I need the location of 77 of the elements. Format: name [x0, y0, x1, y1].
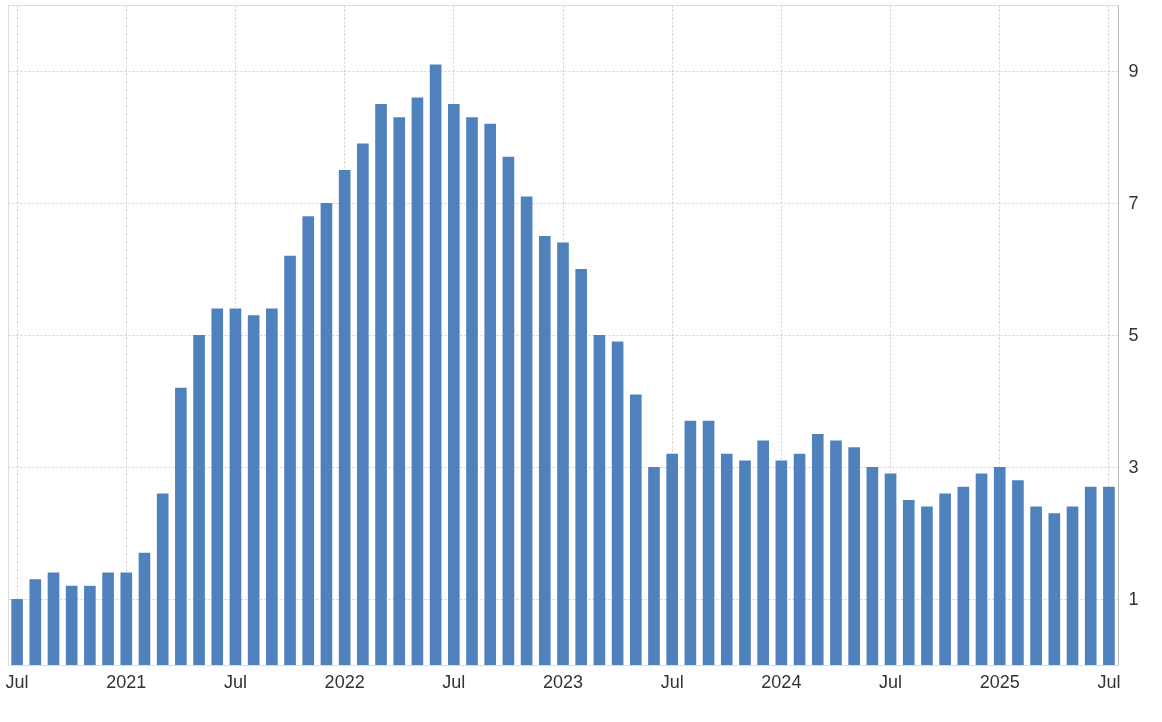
bar [156, 493, 169, 665]
bar [575, 269, 588, 665]
bar [538, 236, 551, 665]
bar [11, 599, 23, 665]
y-tick-label: 7 [1128, 192, 1139, 213]
bar [266, 308, 278, 665]
bar [593, 335, 606, 665]
bar [65, 585, 78, 665]
bar [102, 572, 114, 665]
bar [484, 123, 497, 665]
bar [320, 203, 333, 665]
bar [411, 97, 424, 665]
bar [175, 387, 187, 665]
y-tick-label: 5 [1128, 324, 1139, 345]
bar [629, 394, 642, 665]
bar [47, 572, 60, 665]
x-tick-label: Jul [879, 671, 903, 692]
bar [29, 579, 42, 665]
bar [975, 473, 988, 665]
bar [993, 467, 1006, 665]
bar [429, 64, 442, 665]
bar [939, 493, 951, 665]
x-tick-label: 2024 [761, 671, 802, 692]
x-tick-label: 2021 [106, 671, 147, 692]
bar [466, 117, 478, 665]
bar [284, 255, 296, 665]
bar [557, 242, 569, 665]
bar [338, 170, 351, 665]
bar [848, 447, 860, 665]
bar [84, 585, 96, 665]
bar [611, 341, 624, 665]
bar [1084, 486, 1097, 665]
bar [757, 440, 769, 665]
x-tick-label: 2025 [979, 671, 1020, 692]
bar [138, 552, 151, 665]
bar [1012, 480, 1024, 665]
bar [120, 572, 133, 665]
bar [884, 473, 897, 665]
x-tick-label: Jul [442, 671, 466, 692]
bar [520, 196, 533, 665]
bar [302, 216, 315, 665]
bar [393, 117, 406, 665]
bar [775, 460, 788, 665]
bar [229, 308, 242, 665]
bar [375, 104, 387, 665]
bar [720, 453, 733, 665]
bar [357, 143, 369, 665]
bar [830, 440, 842, 665]
bar [666, 453, 678, 665]
y-tick-label: 1 [1128, 588, 1139, 609]
bar [811, 434, 824, 665]
bar [921, 506, 933, 665]
bar [247, 315, 260, 665]
bar [448, 104, 460, 665]
bar [866, 467, 879, 665]
bar [702, 420, 715, 665]
y-tick-label: 9 [1128, 60, 1139, 81]
x-tick-label: Jul [1097, 671, 1121, 692]
bar [193, 335, 205, 665]
bar [957, 486, 970, 665]
bar [1030, 506, 1042, 665]
bar [793, 453, 806, 665]
x-tick-label: Jul [223, 671, 247, 692]
bar [1066, 506, 1079, 665]
bar [684, 420, 697, 665]
bar [902, 500, 915, 665]
bar [739, 460, 751, 665]
bar [1103, 486, 1115, 665]
y-tick-label: 3 [1128, 456, 1139, 477]
bar [502, 156, 515, 665]
x-tick-label: Jul [660, 671, 684, 692]
x-tick-label: 2022 [324, 671, 365, 692]
bar [211, 308, 224, 665]
x-tick-label: Jul [5, 671, 29, 692]
bar [1048, 513, 1061, 665]
x-tick-label: 2023 [542, 671, 584, 692]
bar [648, 467, 660, 665]
